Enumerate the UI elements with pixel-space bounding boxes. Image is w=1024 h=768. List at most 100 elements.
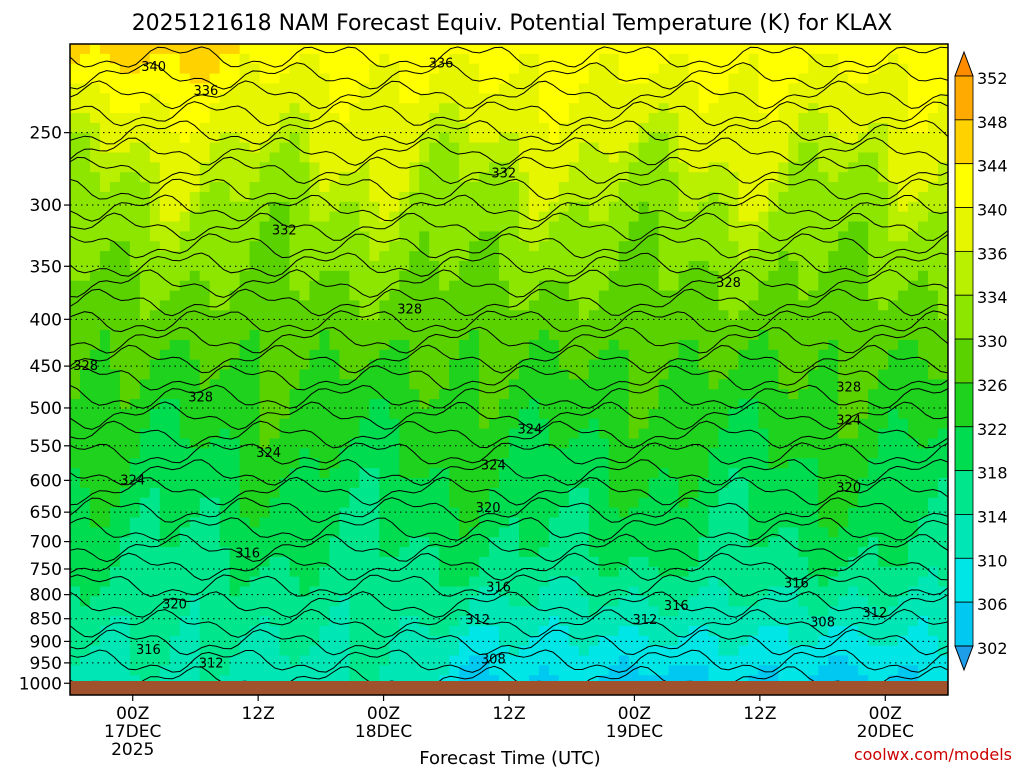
- field-cell: [429, 655, 440, 667]
- field-cell: [109, 625, 121, 637]
- field-cell: [668, 300, 680, 311]
- field-cell: [379, 330, 390, 341]
- field-cell: [70, 231, 81, 242]
- field-cell: [319, 487, 331, 499]
- field-cell: [70, 635, 81, 647]
- field-cell: [798, 517, 809, 528]
- field-cell: [79, 339, 91, 351]
- field-cell: [548, 191, 560, 203]
- field-cell: [439, 556, 450, 568]
- field-cell: [309, 162, 321, 173]
- field-cell: [528, 487, 540, 499]
- field-cell: [658, 83, 670, 94]
- field-cell: [389, 487, 400, 499]
- field-cell: [389, 73, 400, 85]
- field-cell: [169, 468, 181, 479]
- field-cell: [239, 556, 251, 568]
- field-cell: [119, 616, 131, 627]
- field-cell: [728, 576, 740, 588]
- field-cell: [159, 408, 171, 420]
- field-cell: [109, 527, 121, 538]
- field-cell: [199, 547, 211, 558]
- field-cell: [568, 655, 580, 667]
- field-cell: [538, 428, 550, 440]
- field-cell: [219, 320, 231, 331]
- field-cell: [399, 576, 410, 588]
- field-cell: [489, 221, 500, 233]
- field-cell: [528, 665, 540, 676]
- field-cell: [70, 438, 81, 450]
- field-cell: [149, 241, 161, 252]
- field-cell: [628, 497, 640, 509]
- field-cell: [638, 675, 650, 686]
- field-cell: [149, 497, 161, 509]
- field-cell: [289, 616, 301, 627]
- field-cell: [808, 93, 819, 104]
- field-cell: [688, 487, 700, 499]
- field-cell: [598, 162, 610, 173]
- field-cell: [518, 468, 530, 479]
- field-cell: [678, 280, 690, 292]
- field-cell: [788, 330, 799, 341]
- field-cell: [70, 290, 81, 302]
- field-cell: [748, 231, 760, 242]
- field-cell: [578, 53, 590, 65]
- field-cell: [578, 290, 590, 302]
- field-cell: [79, 408, 91, 420]
- field-cell: [429, 290, 440, 302]
- field-cell: [139, 231, 151, 242]
- field-cell: [638, 182, 650, 193]
- field-cell: [469, 142, 480, 154]
- field-cell: [309, 280, 321, 292]
- field-cell: [509, 399, 520, 410]
- field-cell: [658, 349, 670, 361]
- field-cell: [668, 606, 680, 617]
- field-cell: [359, 448, 370, 459]
- field-cell: [79, 487, 91, 499]
- field-cell: [528, 53, 540, 65]
- field-cell: [708, 73, 720, 85]
- field-cell: [618, 369, 630, 380]
- field-cell: [528, 320, 540, 331]
- field-cell: [389, 113, 400, 124]
- field-cell: [568, 616, 580, 627]
- field-cell: [199, 113, 211, 124]
- field-cell: [319, 458, 331, 469]
- field-cell: [329, 418, 340, 430]
- field-cell: [489, 152, 500, 163]
- field-cell: [299, 645, 311, 657]
- field-cell: [369, 507, 380, 519]
- field-cell: [698, 576, 710, 588]
- field-cell: [439, 527, 450, 538]
- field-cell: [608, 122, 620, 134]
- field-cell: [339, 428, 350, 440]
- field-cell: [389, 379, 400, 390]
- field-cell: [289, 507, 301, 519]
- field-cell: [89, 675, 101, 686]
- field-cell: [279, 103, 291, 114]
- field-cell: [528, 103, 540, 114]
- field-cell: [249, 172, 261, 183]
- field-cell: [449, 556, 460, 568]
- field-cell: [558, 270, 570, 282]
- field-cell: [708, 576, 720, 588]
- field-cell: [558, 448, 570, 459]
- field-cell: [489, 310, 500, 321]
- field-cell: [239, 527, 251, 538]
- field-cell: [778, 527, 789, 538]
- field-cell: [209, 270, 221, 282]
- field-cell: [768, 507, 779, 519]
- field-cell: [309, 290, 321, 302]
- field-cell: [568, 152, 580, 163]
- field-cell: [818, 310, 829, 321]
- field-cell: [309, 408, 321, 420]
- field-cell: [119, 556, 131, 568]
- field-cell: [89, 300, 101, 311]
- field-cell: [169, 320, 181, 331]
- field-cell: [409, 241, 420, 252]
- field-cell: [479, 270, 490, 282]
- field-cell: [209, 320, 221, 331]
- field-cell: [588, 44, 600, 55]
- field-cell: [788, 93, 799, 104]
- field-cell: [269, 132, 281, 144]
